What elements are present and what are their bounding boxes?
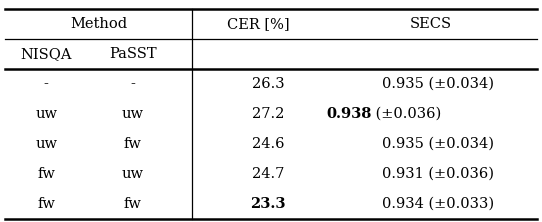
- Text: fw: fw: [124, 137, 141, 151]
- Text: NISQA: NISQA: [20, 47, 72, 61]
- Text: 27.2: 27.2: [252, 107, 285, 121]
- Text: -: -: [131, 77, 135, 91]
- Text: uw: uw: [122, 167, 144, 181]
- Text: 24.6: 24.6: [252, 137, 285, 151]
- Text: fw: fw: [124, 197, 141, 211]
- Text: fw: fw: [37, 197, 55, 211]
- Text: Method: Method: [70, 17, 127, 31]
- Text: fw: fw: [37, 167, 55, 181]
- Text: -: -: [44, 77, 48, 91]
- Text: uw: uw: [35, 107, 57, 121]
- Text: 0.935 (±0.034): 0.935 (±0.034): [382, 137, 494, 151]
- Text: (±0.036): (±0.036): [371, 107, 442, 121]
- Text: 23.3: 23.3: [250, 197, 286, 211]
- Text: 0.931 (±0.036): 0.931 (±0.036): [382, 167, 494, 181]
- Text: 0.938: 0.938: [326, 107, 371, 121]
- Text: SECS: SECS: [410, 17, 452, 31]
- Text: uw: uw: [122, 107, 144, 121]
- Text: uw: uw: [35, 137, 57, 151]
- Text: CER [%]: CER [%]: [228, 17, 290, 31]
- Text: 0.935 (±0.034): 0.935 (±0.034): [382, 77, 494, 91]
- Text: 24.7: 24.7: [252, 167, 285, 181]
- Text: PaSST: PaSST: [109, 47, 157, 61]
- Text: 0.934 (±0.033): 0.934 (±0.033): [382, 197, 494, 211]
- Text: 26.3: 26.3: [252, 77, 285, 91]
